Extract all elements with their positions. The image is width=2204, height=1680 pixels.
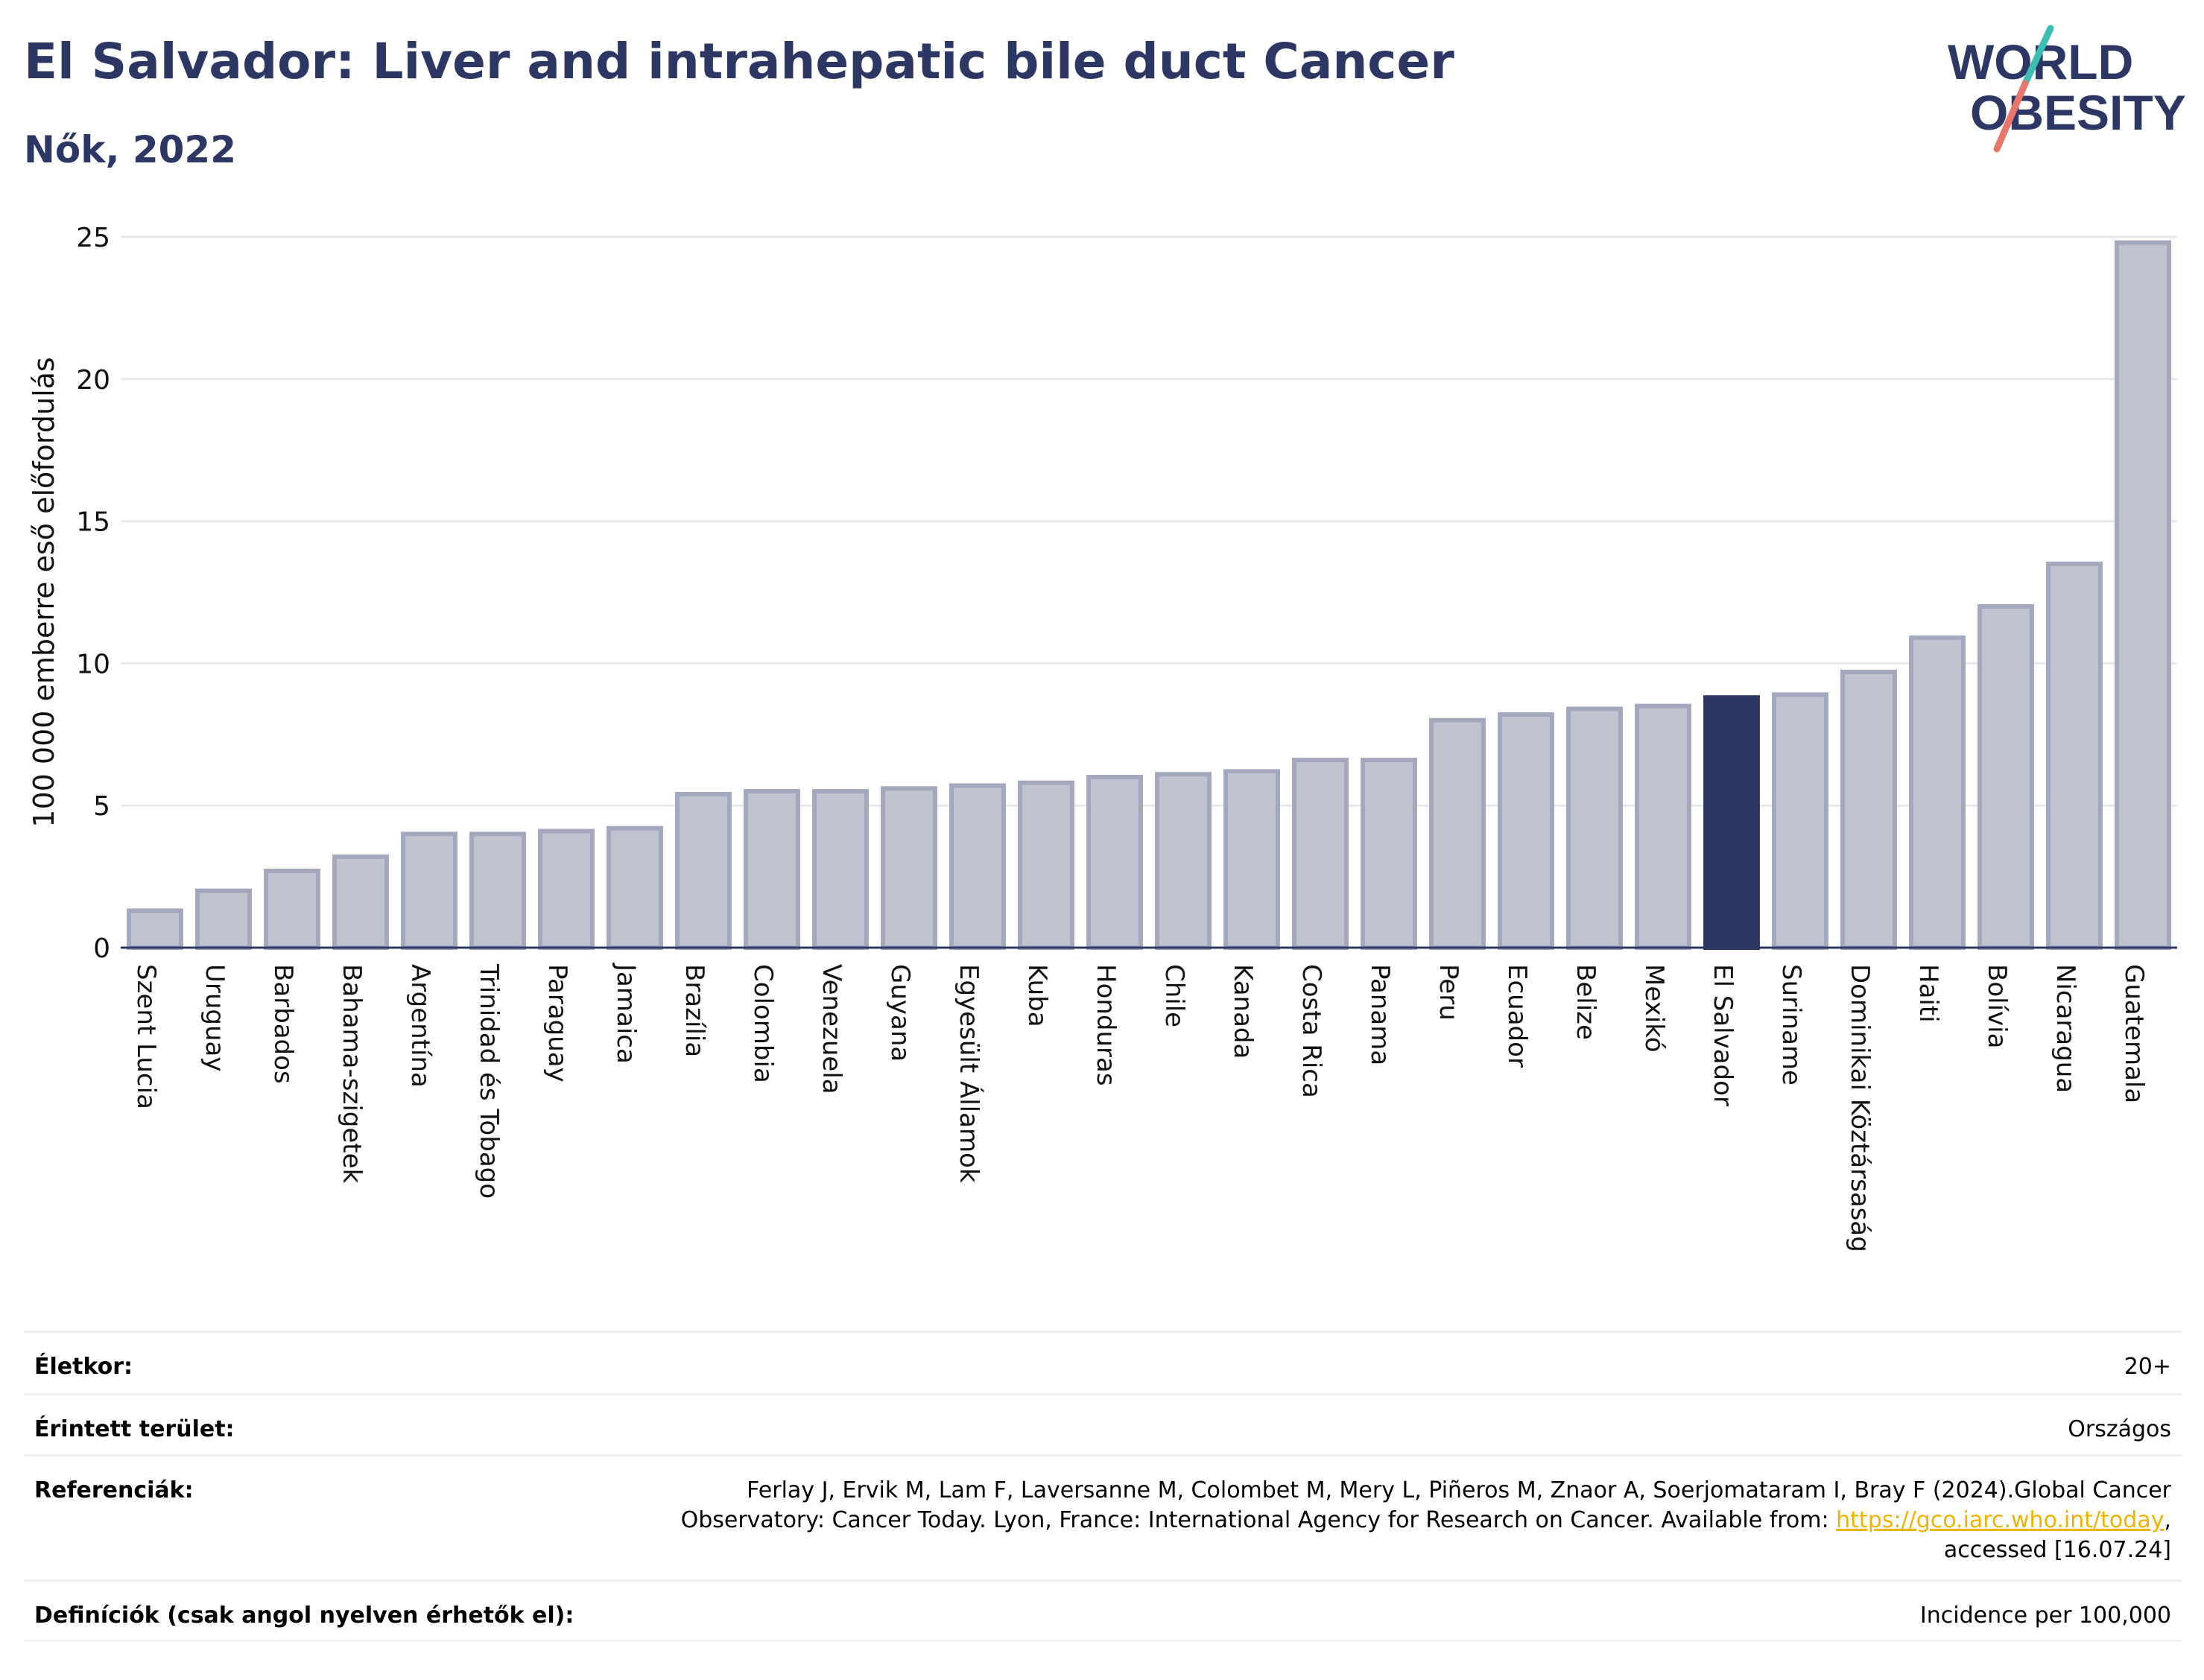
x-tick-label: Guyana (885, 964, 915, 1062)
bar-guatemala (2115, 240, 2171, 950)
bar-belize (1566, 706, 1623, 950)
bar-haiti (1909, 635, 1966, 951)
references-text-1: Ferlay J, Ervik M, Lam F, Laversanne M, … (747, 1477, 2171, 1503)
definitions-value: Incidence per 100,000 (1919, 1603, 2171, 1629)
x-tick-label: Barbados (268, 964, 298, 1084)
x-tick-label: Brazília (680, 964, 709, 1057)
references-text-3: , (2164, 1507, 2171, 1533)
definitions-label: Definíciók (csak angol nyelven érhetők e… (34, 1603, 574, 1629)
bar-costa-rica (1292, 758, 1349, 950)
x-tick-label: Venezuela (817, 964, 846, 1094)
meta-row-age: Életkor: 20+ (24, 1331, 2182, 1393)
meta-row-area: Érintett terület: Országos (24, 1393, 2182, 1454)
bar-guyana (881, 786, 937, 950)
x-tick-label: Egyesült Államok (954, 964, 984, 1183)
references-link[interactable]: https://gco.iarc.who.int/today (1836, 1507, 2165, 1533)
metadata-table: Életkor: 20+ Érintett terület: Országos … (24, 1331, 2182, 1642)
bar-paraguay (538, 828, 595, 950)
chart-subtitle: Nők, 2022 (24, 128, 237, 171)
references-text-4: accessed [16.07.24] (1943, 1537, 2171, 1563)
meta-row-definitions: Definíciók (csak angol nyelven érhetők e… (24, 1579, 2182, 1642)
bar-jamaica (607, 825, 663, 951)
bar-barbados (264, 868, 320, 951)
references-text-2: Observatory: Cancer Today. Lyon, France:… (680, 1507, 1837, 1533)
meta-row-references: Referenciák: Ferlay J, Ervik M, Lam F, L… (24, 1454, 2182, 1579)
bar-peru (1429, 717, 1486, 950)
bar-venezuela (812, 789, 869, 950)
x-tick-label: Uruguay (200, 964, 229, 1072)
bar-mexik- (1635, 703, 1691, 950)
y-tick-label: 10 (76, 649, 110, 679)
x-tick-label: Colombia (748, 964, 778, 1083)
x-tick-label: Dominikai Köztársaság (1845, 964, 1875, 1252)
x-tick-label: Nicaragua (2051, 964, 2080, 1093)
bar-bahama-szigetek (332, 854, 389, 950)
x-tick-label: Argentína (405, 964, 435, 1088)
world-obesity-logo: WORLD OBESITY (1948, 25, 2186, 153)
bar-honduras (1086, 775, 1143, 951)
x-tick-label: Peru (1434, 964, 1463, 1021)
x-tick-label: Haiti (1913, 964, 1943, 1023)
x-tick-label: Honduras (1091, 964, 1121, 1086)
bars (127, 240, 2171, 951)
bar-chart: 0 5 10 15 20 25 Szent Lucia Uruguay Barbados Bah… (28, 223, 2177, 1252)
y-tick-label: 5 (93, 791, 110, 822)
bar-braz-lia (675, 791, 732, 951)
x-tick-label: Bolívia (1982, 964, 2012, 1048)
bar-suriname (1772, 692, 1828, 950)
x-tick-label: Chile (1159, 964, 1189, 1027)
bar-kanada (1223, 769, 1280, 950)
y-tick-label: 20 (76, 365, 110, 396)
bar-uruguay (195, 888, 252, 951)
bar-kuba (1018, 780, 1074, 950)
bar-szent-lucia (127, 908, 183, 950)
x-tick-label: Ecuador (1502, 964, 1532, 1068)
x-tick-label: Szent Lucia (131, 964, 161, 1109)
bar-bol-via (1977, 604, 2034, 951)
logo-slash-bottom (1993, 80, 2029, 153)
x-tick-label: Mexikó (1639, 964, 1669, 1053)
logo-slash-top (2021, 25, 2054, 87)
x-tick-label: Jamaica (611, 963, 641, 1064)
x-tick-label: Trinidad és Tobago (474, 963, 504, 1199)
bar-el-salvador (1703, 695, 1760, 951)
y-tick-labels: 0 5 10 15 20 25 (76, 223, 110, 964)
chart-title: El Salvador: Liver and intrahepatic bile… (24, 33, 1454, 90)
bar-colombia (744, 789, 800, 950)
bar-nicaragua (2046, 561, 2103, 950)
bar-trinidad-s-tobago (469, 831, 526, 950)
age-value: 20+ (2124, 1354, 2171, 1380)
bar-chile (1155, 772, 1212, 950)
x-tick-label: Kuba (1022, 964, 1052, 1027)
x-tick-label: Suriname (1776, 964, 1806, 1085)
bar-dominikai-k-zt-rsas-g (1840, 669, 1897, 951)
area-value: Országos (2068, 1416, 2171, 1442)
y-tick-label: 25 (76, 223, 110, 253)
x-tick-label: Bahama-szigetek (337, 964, 367, 1184)
x-tick-label: Belize (1571, 964, 1600, 1040)
grid-lines (121, 235, 2177, 807)
y-tick-label: 0 (93, 933, 110, 964)
age-label: Életkor: (34, 1354, 133, 1380)
x-tick-label: Costa Rica (1296, 964, 1326, 1098)
references-label: Referenciák: (34, 1477, 194, 1503)
y-axis-label: 100 000 emberre eső előfordulás (28, 357, 60, 827)
x-tick-label: Panama (1365, 964, 1395, 1065)
references-value: Ferlay J, Ervik M, Lam F, Laversanne M, … (681, 1476, 2171, 1565)
x-tick-label: Guatemala (2119, 964, 2149, 1103)
bar-argent-na (401, 831, 457, 950)
x-tick-label: Kanada (1228, 964, 1258, 1059)
bar-egyes-lt-llamok (949, 783, 1006, 951)
area-label: Érintett terület: (34, 1416, 235, 1442)
x-tick-labels: Szent Lucia Uruguay Barbados Bahama-szigete… (131, 963, 2149, 1252)
bar-ecuador (1498, 712, 1554, 950)
bar-panama (1361, 758, 1417, 950)
x-tick-label: Paraguay (542, 964, 572, 1083)
x-tick-label: El Salvador (1708, 964, 1738, 1106)
y-tick-label: 15 (76, 507, 110, 538)
